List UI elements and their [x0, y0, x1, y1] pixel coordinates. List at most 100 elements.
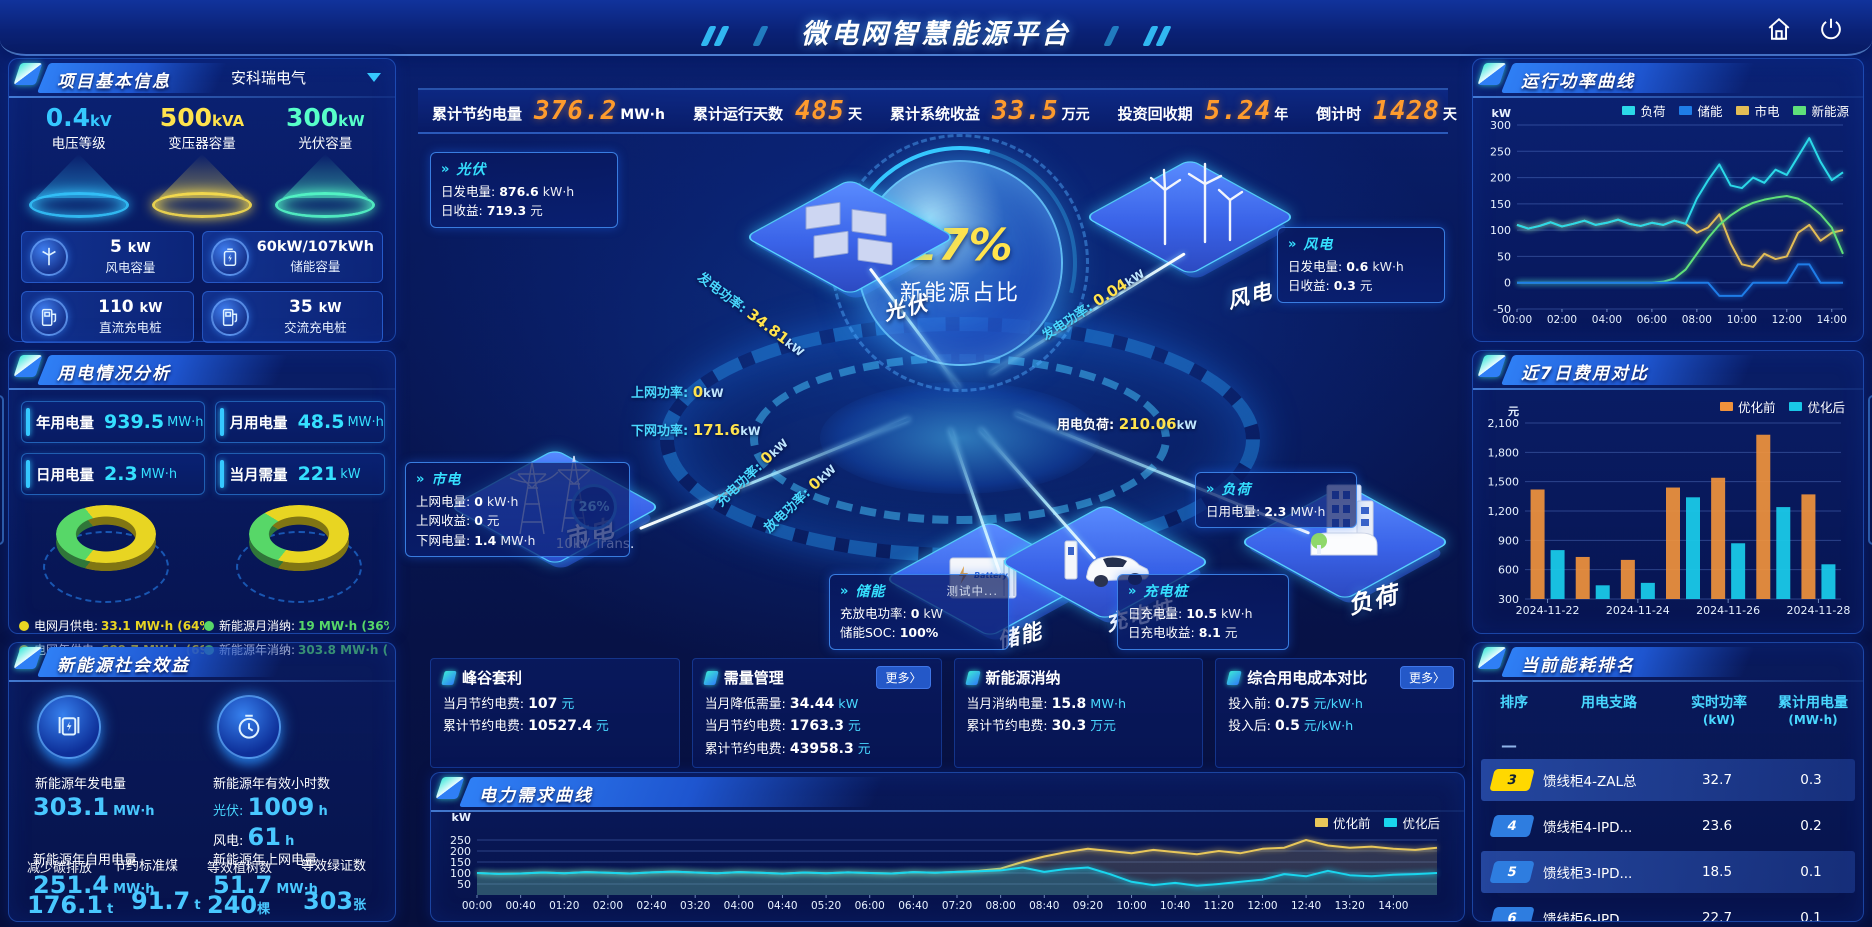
benefit-carbon-label: 减少碳排放 — [27, 861, 93, 876]
tile-text: 110 kW 直流充电桩 — [76, 297, 185, 337]
left-edge-tab[interactable] — [0, 395, 4, 545]
summary-card-title-text: 需量管理 — [723, 669, 784, 687]
legend-name: 优化后 — [1402, 816, 1440, 831]
panel-corner-icon — [13, 63, 43, 85]
info-card-line: 日发电量: 876.6 kW·h — [441, 184, 575, 199]
right-edge-tab[interactable] — [1868, 395, 1872, 545]
flow-label-grid-down: 下网功率: 171.6kW — [631, 421, 761, 439]
kpi-unit: 万元 — [1061, 107, 1090, 123]
svg-text:02:00: 02:00 — [593, 900, 623, 912]
kpi-label: 累计系统收益 — [889, 105, 980, 123]
tile-label: 交流充电桩 — [284, 320, 347, 336]
metric-value: 48.5 — [297, 411, 345, 433]
svg-text:1,800: 1,800 — [1488, 446, 1520, 459]
panel-corner-icon — [13, 647, 43, 669]
home-icon[interactable] — [1766, 16, 1792, 46]
svg-text:06:00: 06:00 — [1637, 314, 1667, 326]
kpi-unit: 天 — [847, 107, 862, 123]
info-card-line: 储能SOC: 100% — [840, 625, 939, 641]
benefit-carbon-value: 176.1 t — [27, 891, 114, 919]
usage-metric: 月用电量 48.5 MW·h — [214, 401, 385, 443]
kpi-item: 累计系统收益 33.5 万元 — [876, 96, 1104, 126]
chart-legend-item: 新能源 — [1793, 101, 1849, 120]
branch-cell: 馈线柜3-IPD... — [1543, 865, 1633, 882]
donut-legend-item: 新能源月消纳:19 MW·h (36%) — [204, 617, 389, 634]
svg-text:14:00: 14:00 — [1817, 314, 1847, 326]
donut-month-chart — [41, 505, 171, 609]
panel-cost-compare: 近7日费用对比 优化前 优化后 300 600 900 1,200 1,500 1,800 2… — [1472, 350, 1864, 634]
ranking-header-cell: 用电支路 — [1581, 695, 1637, 711]
summary-cards-row: 峰谷套利 当月节约电费: 107 元累计节约电费: 10527.4 元 需量管理 更多… — [430, 658, 1465, 768]
svg-text:kW: kW — [452, 811, 471, 824]
energy-cell: 0.1 — [1800, 909, 1822, 922]
ranking-header-cell: 实时功率 (kW) — [1691, 695, 1747, 727]
rank-badge: 5 — [1489, 860, 1535, 883]
table-row[interactable]: 3 馈线柜4-ZAL总 32.7 0.3 — [1481, 758, 1855, 801]
svg-text:02:40: 02:40 — [636, 900, 666, 912]
info-card-storage: » 储能 测试中... 充放电功率: 0 kW 储能SOC: 100% — [829, 574, 1009, 650]
panel-corner-icon — [13, 355, 43, 377]
power-cell: 32.7 — [1701, 771, 1733, 788]
tile-text: 60kW/107kWh 储能容量 — [257, 239, 374, 275]
svg-text:03:20: 03:20 — [680, 900, 710, 912]
solar-panels-icon — [805, 202, 893, 266]
capacity-cone: 300kW 光伏容量 — [269, 103, 381, 221]
svg-text:2024-11-24: 2024-11-24 — [1606, 604, 1670, 617]
info-card-line: 下网电量: 1.4 MW·h — [416, 532, 536, 548]
chevron-down-icon — [367, 73, 381, 82]
summary-card-title: 需量管理 — [703, 667, 929, 688]
usage-metric: 日用电量 2.3 MW·h — [21, 453, 205, 495]
svg-text:-50: -50 — [1493, 303, 1511, 316]
ac-charger-icon — [210, 298, 249, 336]
svg-text:06:40: 06:40 — [898, 900, 928, 912]
more-button[interactable]: 更多〉 — [1399, 666, 1454, 689]
legend-value: 33.1 MW·h (64%) — [101, 618, 204, 633]
summary-card-line: 投入后: 0.5 元/kW·h — [1228, 718, 1354, 735]
info-card-charger: » 充电桩 日充电量: 10.5 kW·h 日充电收益: 8.1 元 — [1117, 574, 1289, 650]
ranking-header-cell: 排序 — [1500, 695, 1528, 711]
energy-cell: 0.3 — [1800, 771, 1822, 788]
svg-text:kW: kW — [1492, 107, 1511, 120]
metric-value: 939.5 — [104, 411, 165, 433]
metric-label: 当月需量 — [229, 467, 288, 484]
svg-text:900: 900 — [1498, 534, 1519, 547]
info-card-title: » 充电桩 — [1128, 581, 1278, 601]
legend-name: 储能 — [1697, 104, 1723, 119]
metric-value: 2.3 — [104, 463, 138, 485]
legend-name: 负荷 — [1640, 104, 1666, 119]
power-icon[interactable] — [1818, 16, 1844, 46]
table-row[interactable]: 5 馈线柜3-IPD... 18.5 0.1 — [1481, 850, 1855, 893]
kpi-unit: 年 — [1274, 107, 1289, 123]
info-card-pv: » 光伏 日发电量: 876.6 kW·h 日收益: 719.3 元 — [430, 152, 618, 228]
more-button[interactable]: 更多〉 — [876, 666, 931, 689]
summary-card-line: 投入前: 0.75 元/kW·h — [1228, 696, 1364, 712]
cone-label: 光伏容量 — [298, 136, 353, 152]
panel-demand-curve: 电力需求曲线 优化前 优化后 50 100 150 200 250 kW 00:00 00:40… — [430, 772, 1465, 922]
svg-text:00:40: 00:40 — [506, 900, 536, 912]
svg-text:04:40: 04:40 — [767, 900, 797, 912]
svg-text:08:00: 08:00 — [986, 900, 1016, 912]
cone-base-icon — [28, 192, 129, 218]
svg-text:1,500: 1,500 — [1488, 476, 1520, 489]
legend-swatch-icon — [1622, 106, 1636, 115]
benefit-gen-label: 新能源年发电量 — [35, 777, 127, 792]
svg-text:13:20: 13:20 — [1335, 900, 1365, 912]
cone-base-icon — [275, 192, 376, 218]
legend-label: 新能源月消纳: — [219, 619, 296, 633]
metric-label: 年用电量 — [36, 415, 94, 432]
svg-text:150: 150 — [450, 856, 471, 869]
svg-text:12:40: 12:40 — [1291, 900, 1321, 912]
stage-glow — [820, 382, 1100, 494]
info-card-line: 日用电量: 2.3 MW·h — [1206, 504, 1326, 519]
svg-text:02:00: 02:00 — [1547, 314, 1577, 326]
info-card-wind: » 风电 日发电量: 0.6 kW·h 日收益: 0.3 元 — [1277, 227, 1445, 303]
table-row[interactable]: 6 馈线柜6-IPD 22.7 0.1 — [1481, 897, 1855, 921]
company-select[interactable]: 安科瑞电气 — [231, 67, 381, 88]
summary-card: 综合用电成本对比 更多〉 投入前: 0.75 元/kW·h 投入后: 0.5 元/kW… — [1215, 658, 1465, 768]
info-card-title: » 市电 — [416, 469, 619, 489]
table-row[interactable]: 4 馈线柜4-IPD... 23.6 0.2 — [1481, 805, 1855, 847]
chart-legend-item: 优化后 — [1384, 813, 1440, 832]
panel-title: 近7日费用对比 — [1521, 364, 1649, 384]
legend-swatch-icon — [1384, 818, 1398, 827]
